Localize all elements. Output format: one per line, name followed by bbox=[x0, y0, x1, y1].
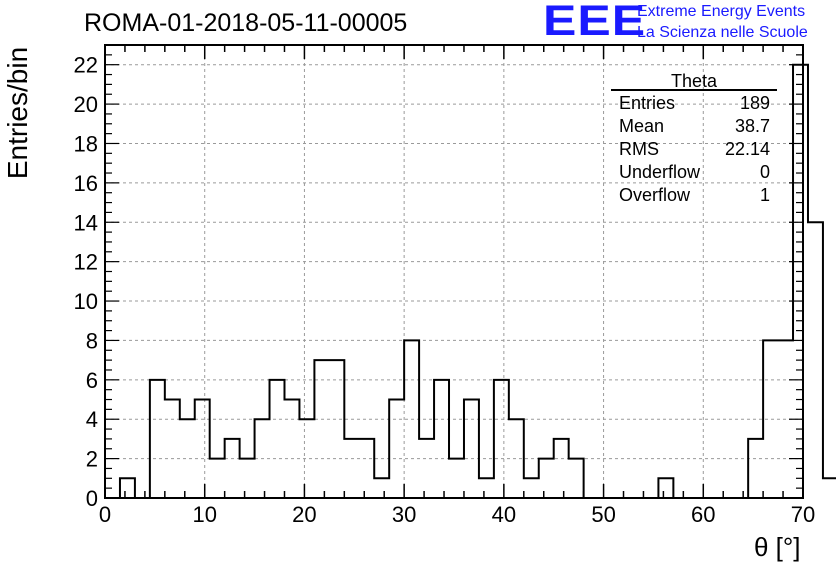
y-axis-label: Entries/bin bbox=[2, 46, 33, 180]
y-tick-label: 2 bbox=[86, 447, 98, 472]
x-tick-label: 70 bbox=[791, 502, 815, 527]
y-tick-label: 0 bbox=[86, 486, 98, 511]
x-tick-label: 30 bbox=[392, 502, 416, 527]
y-tick-label: 8 bbox=[86, 328, 98, 353]
stat-rms-value: 22.14 bbox=[724, 139, 770, 159]
y-tick-label: 22 bbox=[74, 53, 98, 78]
x-tick-label: 60 bbox=[691, 502, 715, 527]
y-tick-label: 4 bbox=[86, 407, 98, 432]
stats-box-title: Theta bbox=[670, 71, 718, 91]
y-tick-label: 20 bbox=[74, 92, 98, 117]
stat-rms-label: RMS bbox=[619, 139, 659, 159]
x-tick-label: 20 bbox=[292, 502, 316, 527]
stat-underflow-value: 0 bbox=[759, 162, 770, 182]
stat-overflow-label: Overflow bbox=[619, 185, 691, 205]
x-tick-label: 10 bbox=[192, 502, 216, 527]
stat-underflow-label: Underflow bbox=[619, 162, 701, 182]
x-tick-label: 40 bbox=[492, 502, 516, 527]
x-tick-label: 0 bbox=[99, 502, 111, 527]
eee-logo: EEE bbox=[543, 0, 647, 45]
stat-entries-value: 189 bbox=[739, 93, 770, 113]
y-tick-label: 18 bbox=[74, 131, 98, 156]
y-tick-label: 6 bbox=[86, 368, 98, 393]
stat-overflow-value: 1 bbox=[759, 185, 770, 205]
run-title: ROMA-01-2018-05-11-00005 bbox=[84, 9, 408, 37]
eee-logo-line1: Extreme Energy Events bbox=[637, 3, 806, 20]
stat-mean-value: 38.7 bbox=[734, 116, 770, 136]
eee-logo-line2: La Scienza nelle Scuole bbox=[637, 24, 808, 41]
stat-mean-label: Mean bbox=[619, 116, 665, 136]
histogram-outline bbox=[118, 63, 836, 499]
y-tick-label: 16 bbox=[74, 171, 98, 196]
x-axis-label: θ [°] bbox=[754, 532, 801, 562]
stat-entries-label: Entries bbox=[619, 93, 676, 113]
x-tick-label: 50 bbox=[591, 502, 615, 527]
y-tick-label: 14 bbox=[74, 210, 98, 235]
y-tick-label: 10 bbox=[74, 289, 98, 314]
grid-lines bbox=[105, 45, 803, 498]
axis-ticks bbox=[104, 44, 804, 499]
y-tick-label: 12 bbox=[74, 250, 98, 275]
